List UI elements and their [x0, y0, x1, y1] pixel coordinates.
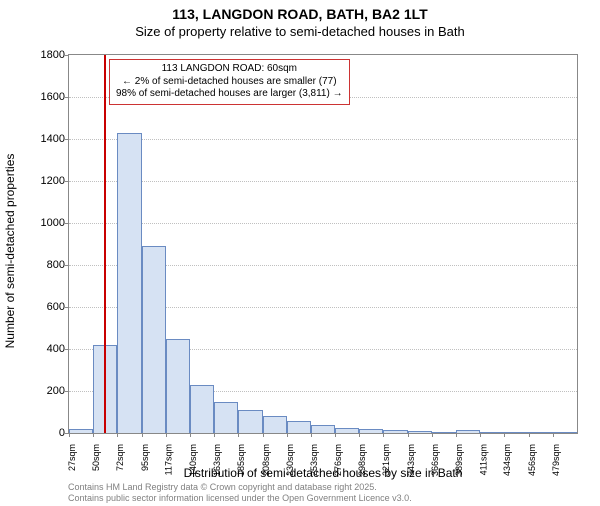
annotation-line-1: 113 LANGDON ROAD: 60sqm	[116, 63, 343, 76]
ytick-label: 600	[25, 301, 65, 313]
ytick-mark	[65, 55, 69, 56]
ytick-label: 1000	[25, 217, 65, 229]
ytick-mark	[65, 391, 69, 392]
xtick-mark	[238, 433, 239, 437]
histogram-bar	[432, 432, 456, 433]
histogram-bar	[456, 430, 480, 433]
ytick-mark	[65, 139, 69, 140]
histogram-bar	[69, 429, 93, 433]
chart-subtitle: Size of property relative to semi-detach…	[0, 24, 600, 39]
histogram-bar	[408, 431, 432, 433]
xtick-mark	[504, 433, 505, 437]
ytick-label: 400	[25, 343, 65, 355]
reference-line	[104, 55, 106, 433]
histogram-bar	[529, 432, 553, 433]
ytick-mark	[65, 265, 69, 266]
ytick-label: 200	[25, 385, 65, 397]
histogram-bar	[359, 429, 383, 433]
ytick-label: 1800	[25, 49, 65, 61]
ytick-mark	[65, 181, 69, 182]
ytick-mark	[65, 307, 69, 308]
xtick-mark	[335, 433, 336, 437]
histogram-bar	[238, 410, 262, 433]
xtick-mark	[117, 433, 118, 437]
annotation-box: 113 LANGDON ROAD: 60sqm← 2% of semi-deta…	[109, 59, 350, 105]
histogram-bar	[383, 430, 407, 433]
footer-line-2: Contains public sector information licen…	[68, 493, 412, 504]
footer-line-1: Contains HM Land Registry data © Crown c…	[68, 482, 412, 493]
histogram-bar	[117, 133, 141, 433]
footer-credits: Contains HM Land Registry data © Crown c…	[68, 482, 412, 504]
histogram-bar	[504, 432, 528, 433]
ytick-mark	[65, 223, 69, 224]
histogram-bar	[480, 432, 504, 433]
histogram-bar	[335, 428, 359, 433]
ytick-mark	[65, 97, 69, 98]
xtick-mark	[190, 433, 191, 437]
xtick-mark	[480, 433, 481, 437]
xtick-mark	[166, 433, 167, 437]
chart-container: 113, LANGDON ROAD, BATH, BA2 1LT Size of…	[0, 6, 600, 506]
ytick-label: 1600	[25, 91, 65, 103]
annotation-line-3: 98% of semi-detached houses are larger (…	[116, 88, 343, 101]
y-axis-label: Number of semi-detached properties	[3, 154, 17, 349]
xtick-mark	[359, 433, 360, 437]
gridline	[69, 139, 577, 140]
histogram-bar	[166, 339, 190, 434]
annotation-line-2: ← 2% of semi-detached houses are smaller…	[116, 76, 343, 89]
xtick-mark	[553, 433, 554, 437]
xtick-mark	[287, 433, 288, 437]
xtick-mark	[529, 433, 530, 437]
xtick-mark	[383, 433, 384, 437]
histogram-bar	[190, 385, 214, 433]
y-axis-label-wrap: Number of semi-detached properties	[10, 54, 24, 434]
histogram-bar	[263, 416, 287, 433]
gridline	[69, 223, 577, 224]
ytick-label: 1200	[25, 175, 65, 187]
xtick-mark	[311, 433, 312, 437]
chart-title: 113, LANGDON ROAD, BATH, BA2 1LT	[0, 6, 600, 22]
ytick-label: 800	[25, 259, 65, 271]
xtick-mark	[263, 433, 264, 437]
ytick-label: 0	[25, 427, 65, 439]
xtick-mark	[93, 433, 94, 437]
xtick-mark	[408, 433, 409, 437]
ytick-label: 1400	[25, 133, 65, 145]
histogram-bar	[142, 246, 166, 433]
xtick-mark	[432, 433, 433, 437]
ytick-mark	[65, 349, 69, 350]
histogram-bar	[214, 402, 238, 434]
plot-area: 02004006008001000120014001600180027sqm50…	[68, 54, 578, 434]
histogram-bar	[287, 421, 311, 433]
xtick-mark	[142, 433, 143, 437]
xtick-mark	[214, 433, 215, 437]
plot-box: 02004006008001000120014001600180027sqm50…	[68, 54, 578, 434]
xtick-mark	[456, 433, 457, 437]
histogram-bar	[553, 432, 577, 433]
gridline	[69, 181, 577, 182]
x-axis-label: Distribution of semi-detached houses by …	[68, 466, 578, 480]
histogram-bar	[311, 425, 335, 433]
xtick-mark	[69, 433, 70, 437]
